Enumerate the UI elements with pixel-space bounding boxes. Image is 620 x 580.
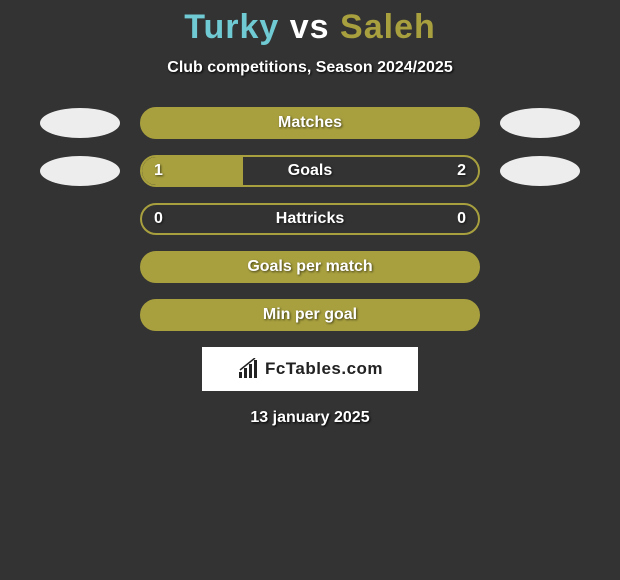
stat-value-right: 0 xyxy=(457,210,466,228)
logo-chart-icon xyxy=(237,358,261,380)
stat-row: 0 Hattricks 0 xyxy=(0,203,620,235)
stat-bar: 0 Hattricks 0 xyxy=(140,203,480,235)
player2-name: Saleh xyxy=(340,8,436,46)
stat-label: Goals xyxy=(288,162,332,180)
stat-bar: Matches xyxy=(140,107,480,139)
title: Turky vs Saleh xyxy=(0,8,620,47)
player2-ellipse xyxy=(500,108,580,138)
player2-ellipse xyxy=(500,300,580,330)
player1-ellipse xyxy=(40,156,120,186)
logo-box: FcTables.com xyxy=(202,347,418,391)
stat-label: Min per goal xyxy=(263,306,357,324)
stat-value-right: 2 xyxy=(457,162,466,180)
stat-value-left: 0 xyxy=(154,210,163,228)
stat-label: Goals per match xyxy=(247,258,372,276)
player1-ellipse xyxy=(40,108,120,138)
stat-label: Hattricks xyxy=(276,210,344,228)
player2-ellipse xyxy=(500,252,580,282)
stats-rows: Matches 1 Goals 2 0 Hattricks 0 Goals per match… xyxy=(0,107,620,331)
player1-ellipse xyxy=(40,300,120,330)
stat-bar: Goals per match xyxy=(140,251,480,283)
player1-ellipse xyxy=(40,252,120,282)
infographic-container: Turky vs Saleh Club competitions, Season… xyxy=(0,0,620,427)
player2-ellipse xyxy=(500,204,580,234)
stat-row: Min per goal xyxy=(0,299,620,331)
footer-date: 13 january 2025 xyxy=(0,409,620,427)
player1-ellipse xyxy=(40,204,120,234)
stat-row: Matches xyxy=(0,107,620,139)
player1-name: Turky xyxy=(184,8,279,46)
subtitle: Club competitions, Season 2024/2025 xyxy=(0,59,620,77)
stat-row: Goals per match xyxy=(0,251,620,283)
vs-text: vs xyxy=(290,8,330,46)
logo-text: FcTables.com xyxy=(265,359,383,379)
stat-bar: 1 Goals 2 xyxy=(140,155,480,187)
stat-bar: Min per goal xyxy=(140,299,480,331)
player2-ellipse xyxy=(500,156,580,186)
stat-label: Matches xyxy=(278,114,342,132)
stat-value-left: 1 xyxy=(154,162,163,180)
stat-row: 1 Goals 2 xyxy=(0,155,620,187)
